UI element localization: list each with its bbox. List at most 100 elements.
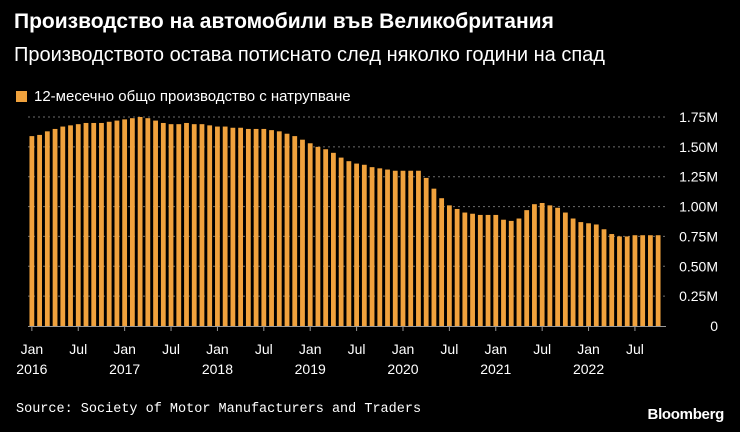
bar [578,222,584,326]
bar [52,128,58,326]
y-tick-label: 0.75M [679,228,718,244]
bar [168,124,174,326]
bar [137,117,143,326]
bar [655,235,661,326]
y-tick-label: 0 [710,318,718,334]
bar [106,121,112,326]
bar [292,136,298,326]
bar [416,170,421,326]
bar [222,126,228,326]
bar [284,133,290,326]
legend-swatch [16,91,27,102]
bar [439,198,445,326]
bar [307,143,313,326]
bar [276,131,282,326]
bar [524,210,530,326]
bar [75,124,81,326]
bar [532,204,537,326]
x-tick-label-year: 2020 [387,361,418,377]
bar [640,235,646,326]
bar [145,118,151,327]
bar [68,125,73,326]
bar [60,126,66,326]
bar [160,122,166,326]
y-tick-label: 0.50M [679,258,718,274]
x-tick-label-month: Jul [255,341,273,357]
bar [331,152,336,326]
bar [207,125,213,326]
x-tick-label-year: 2016 [16,361,47,377]
source-note: Source: Society of Motor Manufacturers a… [16,402,422,417]
chart-legend: 12-месечно общо производство с натрупван… [16,88,351,105]
bar [238,127,244,327]
bar [462,212,468,326]
bar [37,134,42,326]
bar [477,214,483,326]
bar [408,170,414,326]
bar [493,214,499,326]
bar [470,213,475,326]
chart-subtitle: Производството остава потиснато след няк… [14,44,605,66]
bar [44,131,50,326]
x-tick-label-year: 2018 [202,361,233,377]
bar [199,124,205,326]
x-tick-label-year: 2017 [109,361,140,377]
y-tick-label: 0.25M [679,288,718,304]
bar [601,229,607,326]
chart-title: Производство на автомобили във Великобри… [14,10,554,33]
bar [99,122,104,326]
bar [122,119,128,326]
bar [215,126,220,326]
bar [392,170,398,326]
bar [176,124,182,326]
bar [539,202,545,326]
bar [586,223,591,326]
bar [562,212,568,326]
bar [624,236,630,326]
bar [400,170,406,326]
x-tick-label-year: 2021 [480,361,511,377]
bar [508,220,514,326]
x-tick-label-year: 2019 [295,361,326,377]
bar [114,120,120,326]
bar [369,167,375,326]
y-tick-label: 1.50M [679,139,718,155]
x-tick-label-year: 2022 [573,361,604,377]
bar [593,224,599,326]
bar [431,188,437,326]
x-tick-label-month: Jan [484,341,507,357]
bar [191,124,197,326]
bar [315,146,321,326]
bar [83,122,89,326]
bar [323,149,329,326]
x-tick-label-month: Jan [113,341,136,357]
x-tick-label-month: Jul [533,341,551,357]
bar [609,234,615,326]
bar [547,205,553,326]
bar [454,208,460,326]
bar [354,163,359,326]
bar [385,169,390,326]
y-tick-label: 1.25M [679,169,718,185]
bar [617,236,622,326]
bar [570,218,576,326]
x-tick-label-month: Jan [21,341,44,357]
bar [346,161,352,326]
bar [485,214,491,326]
bloomberg-logo: Bloomberg [647,406,725,423]
bar [29,136,35,326]
bar [91,122,97,326]
x-tick-label-month: Jul [626,341,644,357]
bar [184,122,189,326]
x-tick-label-month: Jul [69,341,87,357]
y-tick-label: 1.00M [679,199,718,215]
bar [153,120,158,326]
x-tick-label-month: Jan [392,341,415,357]
bar [501,219,506,326]
bar [300,139,305,326]
y-tick-label: 1.75M [679,109,718,125]
x-tick-label-month: Jul [440,341,458,357]
bar [446,205,452,326]
bar [230,127,236,327]
